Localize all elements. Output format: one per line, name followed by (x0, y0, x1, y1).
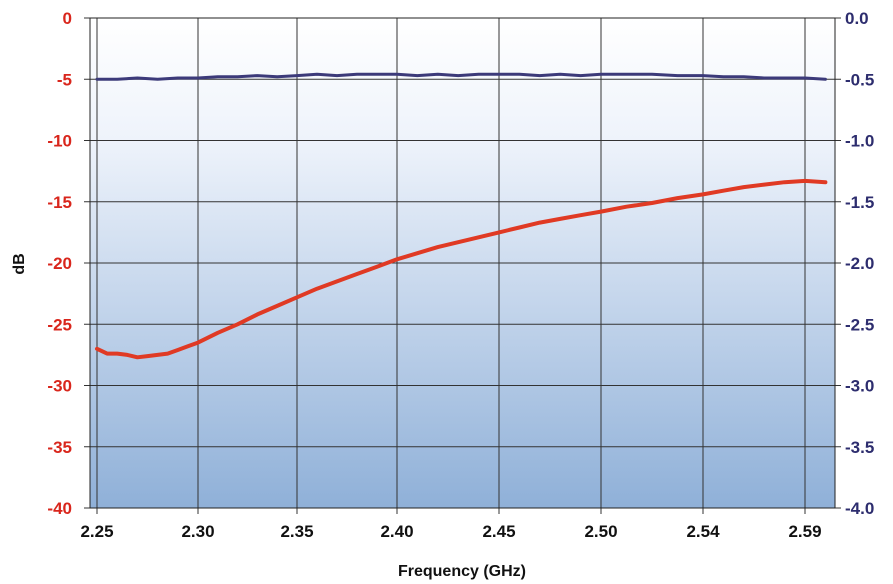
right-axis-tick-label: -3.5 (845, 438, 874, 457)
x-axis-tick-labels: 2.25 2.30 2.35 2.40 2.45 2.50 2.54 2.59 (80, 522, 821, 541)
left-axis-tick-label: -40 (47, 499, 72, 518)
right-axis-tick-label: 0.0 (845, 9, 869, 28)
x-tick-label: 2.30 (181, 522, 214, 541)
x-tick-label: 2.59 (788, 522, 821, 541)
x-tick-label: 2.25 (80, 522, 113, 541)
x-axis-title: Frequency (GHz) (398, 563, 526, 580)
x-tick-label: 2.45 (482, 522, 515, 541)
left-axis-tick-label: -30 (47, 377, 72, 396)
x-tick-label: 2.35 (280, 522, 313, 541)
series-layer (95, 72, 828, 360)
left-axis-tick-label: -20 (47, 254, 72, 273)
series-line-right-axis (95, 72, 827, 81)
left-axis-tick-label: -5 (57, 70, 72, 89)
left-axis-tick-label: -15 (47, 193, 72, 212)
x-tick-label: 2.50 (584, 522, 617, 541)
right-axis-tick-label: -4.0 (845, 499, 874, 518)
right-axis-tick-label: -1.5 (845, 193, 874, 212)
right-axis-tick-label: -1.0 (845, 132, 874, 151)
right-axis-tick-labels: 0.0 -0.5 -1.0 -1.5 -2.0 -2.5 -3.0 -3.5 -4.0 (845, 9, 874, 518)
left-axis-tick-label: -25 (47, 315, 72, 334)
x-tick-label: 2.54 (686, 522, 720, 541)
right-axis-tick-label: -3.0 (845, 377, 874, 396)
x-tick-label: 2.40 (380, 522, 413, 541)
left-axis-tick-label: -35 (47, 438, 72, 457)
y-axis-title: dB (11, 253, 28, 274)
vertical-gridlines (96, 18, 806, 514)
right-axis-tick-label: -0.5 (845, 70, 874, 89)
plot-border (89, 17, 836, 509)
series-line-left-axis (95, 178, 828, 360)
left-axis-tick-label: -10 (47, 132, 72, 151)
right-axis-tick-label: -2.5 (845, 315, 874, 334)
left-axis-tick-label: 0 (63, 9, 72, 28)
left-axis-tick-labels: 0 -5 -10 -15 -20 -25 -30 -35 -40 (47, 9, 72, 518)
right-axis-tick-label: -2.0 (845, 254, 874, 273)
